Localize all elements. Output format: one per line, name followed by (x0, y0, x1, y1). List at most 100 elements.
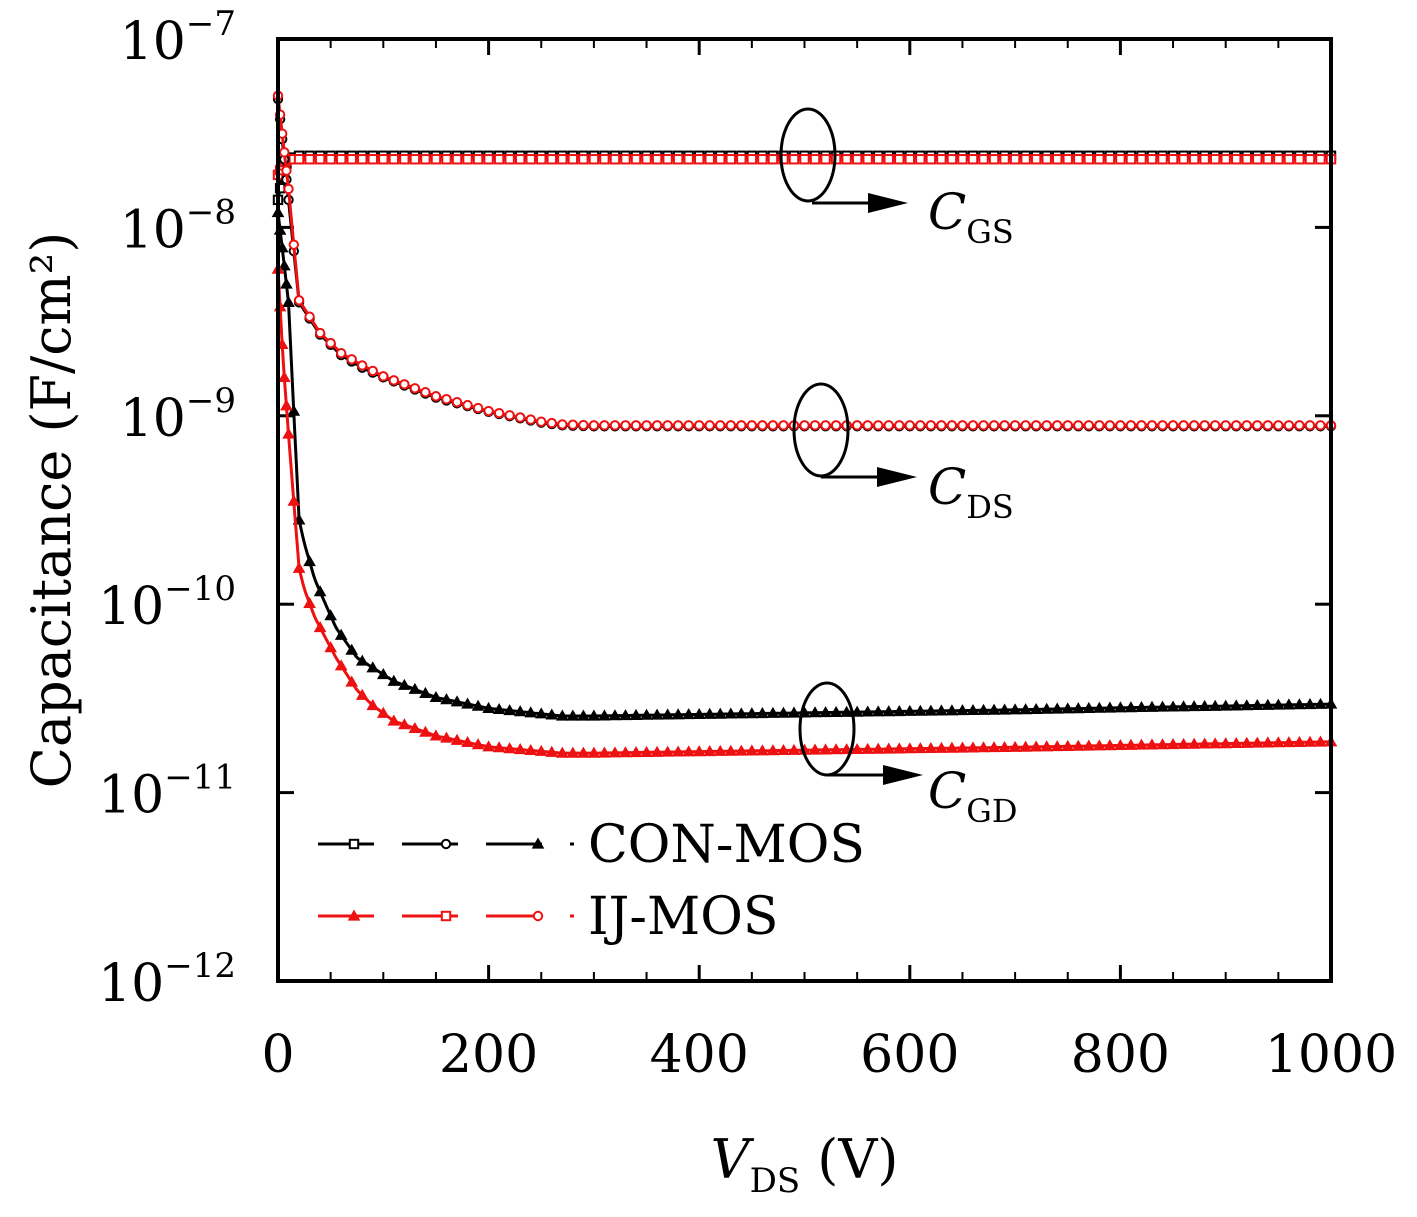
data-point (999, 154, 1010, 165)
data-point (862, 420, 873, 431)
data-point (651, 154, 663, 165)
data-point (335, 154, 347, 165)
data-point (620, 154, 631, 165)
data-point (694, 154, 705, 165)
legend-marker (440, 910, 452, 922)
data-point (462, 399, 473, 411)
data-point (398, 678, 411, 690)
data-point (945, 704, 959, 716)
data-point (892, 705, 906, 717)
x-tick-label: 400 (650, 1025, 749, 1085)
data-point (809, 420, 821, 431)
data-point (829, 743, 843, 755)
data-point (1167, 420, 1179, 431)
data-point (1315, 154, 1326, 165)
series-ij-mos-cds (272, 90, 1337, 431)
data-point (746, 420, 758, 431)
data-point (408, 682, 422, 694)
data-point (587, 746, 601, 758)
data-point (280, 399, 293, 411)
data-point (440, 693, 453, 705)
data-point (777, 743, 790, 756)
data-point (440, 731, 453, 743)
legend-label: CON-MOS (588, 815, 865, 875)
data-point (472, 154, 484, 165)
data-point (545, 708, 559, 720)
data-point (819, 706, 832, 718)
data-point (861, 742, 875, 754)
data-point (461, 697, 474, 709)
data-point (924, 704, 938, 716)
data-point (851, 420, 863, 431)
data-point (451, 396, 463, 408)
data-point (1188, 154, 1200, 165)
data-point (683, 420, 694, 431)
data-point (493, 154, 505, 165)
data-point (873, 420, 884, 431)
data-point (1314, 697, 1327, 709)
data-point (799, 154, 810, 165)
data-point (545, 745, 559, 757)
data-point (567, 419, 579, 430)
data-point (1314, 735, 1327, 747)
data-point (525, 154, 536, 165)
data-point (862, 154, 873, 165)
data-point (946, 420, 958, 431)
data-point (451, 154, 463, 165)
data-point (977, 703, 990, 715)
data-point (861, 705, 875, 717)
data-point (820, 420, 831, 431)
data-point (1231, 420, 1242, 431)
data-point (376, 668, 390, 680)
data-point (430, 154, 442, 165)
data-point (988, 420, 1000, 431)
data-point (293, 154, 305, 165)
data-point (1114, 701, 1127, 713)
data-point (1009, 154, 1021, 165)
data-point (1199, 154, 1210, 165)
data-point (513, 743, 527, 755)
data-point (277, 259, 291, 271)
y-tick-label: 10−11 (98, 758, 236, 826)
y-tick-label: 10−12 (98, 946, 236, 1014)
annotation-arrow-head (868, 193, 908, 213)
data-point (504, 410, 515, 421)
data-point (873, 154, 884, 165)
series-ij-mos-cgd (271, 262, 1338, 758)
data-point (1250, 698, 1264, 711)
data-point (408, 721, 422, 734)
data-point (1020, 154, 1031, 165)
data-point (619, 746, 632, 758)
data-point (725, 154, 736, 165)
data-point (277, 370, 291, 383)
data-point (1199, 420, 1210, 431)
data-point (650, 745, 664, 757)
data-point (1146, 420, 1158, 431)
data-point (524, 743, 538, 756)
data-point (1093, 739, 1106, 751)
data-point (630, 420, 642, 431)
data-point (441, 394, 452, 405)
legend-entry-ij-mos: IJ-MOS (318, 887, 778, 947)
data-point (334, 659, 348, 671)
data-point (1114, 738, 1127, 751)
data-point (1156, 700, 1169, 712)
data-point (1198, 699, 1211, 711)
data-point (387, 714, 401, 726)
data-point (1135, 738, 1148, 750)
data-point (482, 701, 495, 713)
data-point (288, 239, 299, 250)
data-point (788, 154, 800, 165)
data-point (287, 494, 301, 506)
data-point (1283, 154, 1295, 165)
annotation-label-cgs: CGS (928, 183, 1014, 251)
data-point (904, 154, 915, 165)
data-point (767, 154, 779, 165)
data-point (1135, 700, 1148, 713)
data-point (1050, 702, 1064, 714)
data-point (367, 154, 378, 165)
data-point (883, 154, 894, 165)
series-ij-mos-cgs (272, 154, 1337, 181)
data-point (734, 744, 748, 756)
data-point (1073, 154, 1084, 165)
